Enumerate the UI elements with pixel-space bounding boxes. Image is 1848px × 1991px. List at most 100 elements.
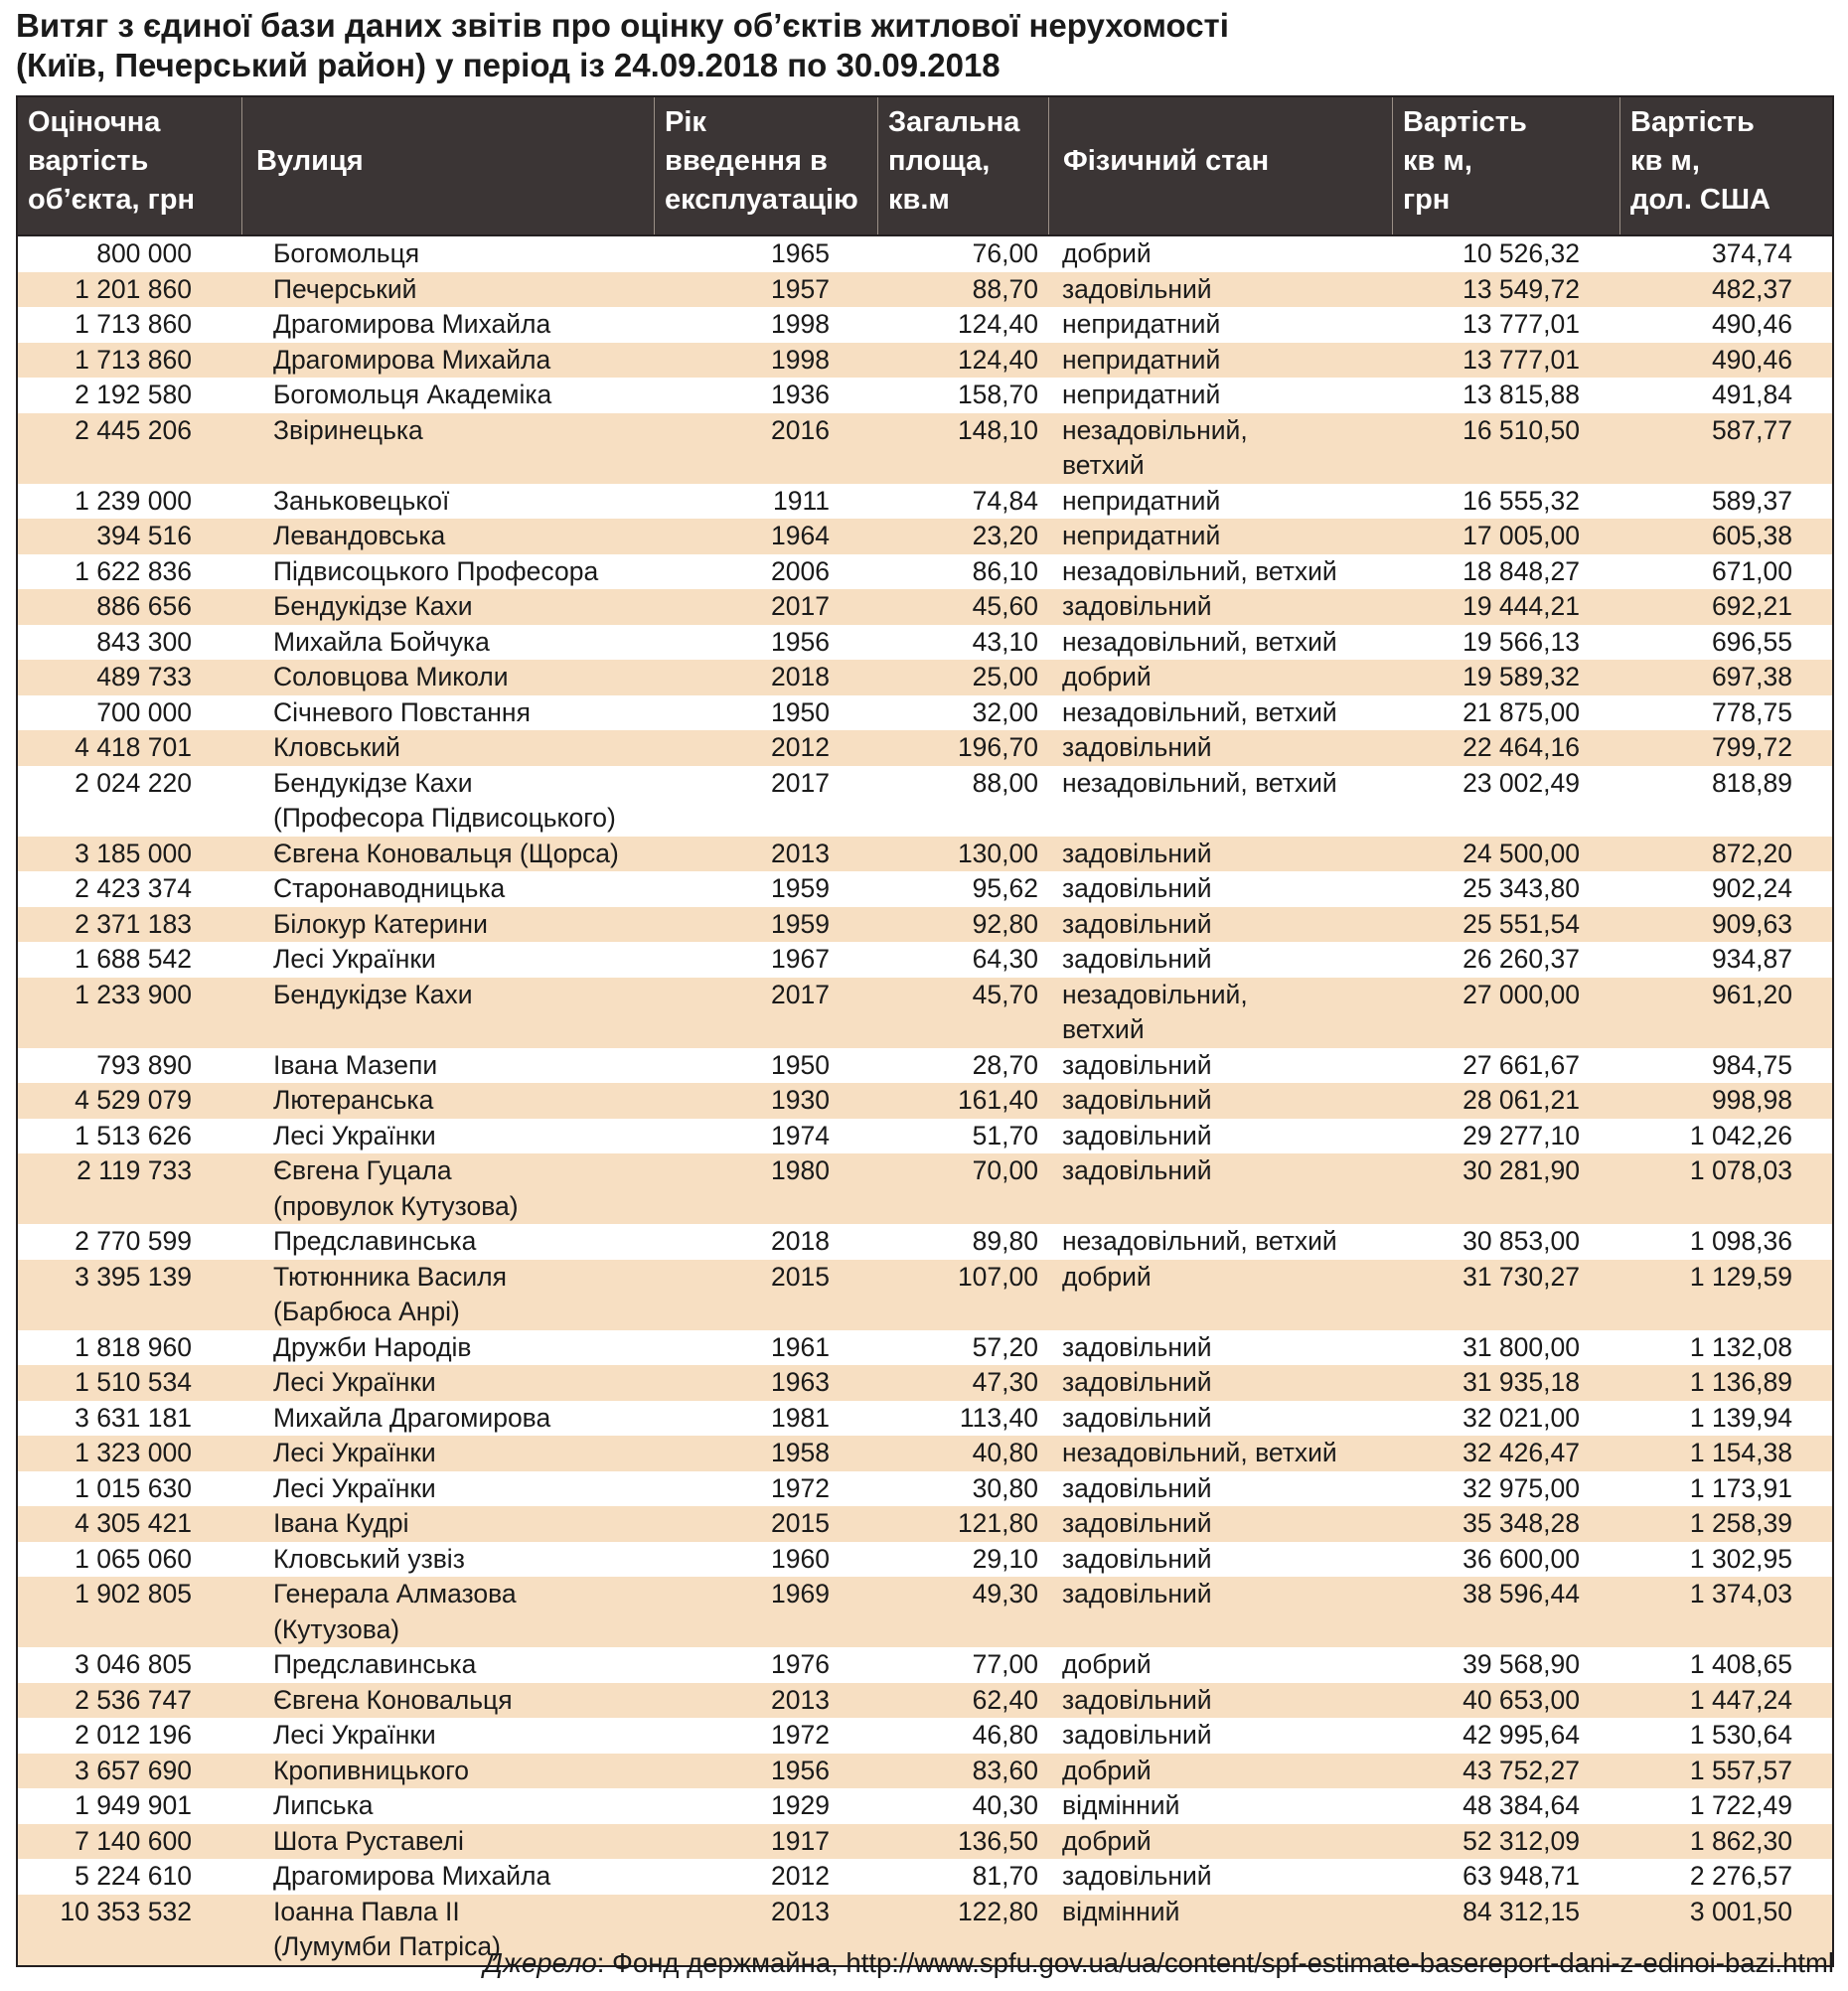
- cell-street: Дружби Народів: [241, 1330, 654, 1366]
- header-price-usd-line: кв м,: [1630, 145, 1700, 177]
- table-row: 2 119 733 Євгена Гуцала (провулок Кутузова…: [18, 1153, 1832, 1224]
- cell-condition-line: непридатний: [1062, 309, 1221, 339]
- cell-year: 1972: [771, 1720, 830, 1750]
- cell-condition: задовільний: [1048, 1471, 1392, 1507]
- cell-price-usd: 1 129,59: [1689, 1261, 1792, 1292]
- cell-condition-line: незадовільний,: [1062, 979, 1248, 1009]
- cell-street-line: Лесі Українки: [273, 1367, 436, 1397]
- cell-year: 1958: [771, 1438, 830, 1467]
- cell-condition-line: незадовільний, ветхий: [1062, 1226, 1337, 1256]
- cell-street: Бендукідзе Кахи (Професора Підвисоцького): [241, 766, 654, 837]
- cell-year: 2013: [771, 838, 830, 868]
- table-row: 1 323 000 Лесі Українки 1958 40,80 незадовіл…: [18, 1436, 1832, 1471]
- cell-condition-line: задовільний: [1062, 1402, 1212, 1433]
- cell-condition: задовільний: [1048, 1048, 1392, 1084]
- cell-condition: непридатний: [1048, 307, 1392, 343]
- cell-valuation: 1 015 630: [75, 1472, 192, 1503]
- cell-condition-line: непридатний: [1062, 380, 1221, 409]
- cell-condition: задовільний: [1048, 1330, 1392, 1366]
- cell-price-usd: 909,63: [1711, 908, 1792, 939]
- cell-condition-line: задовільний: [1062, 908, 1212, 939]
- header-street-line: Вулиця: [256, 145, 364, 177]
- cell-street: Тютюнника Василя (Барбюса Анрі): [241, 1260, 654, 1330]
- table-row: 2 024 220 Бендукідзе Кахи (Професора Підви…: [18, 765, 1832, 837]
- cell-condition: задовільний: [1048, 1119, 1392, 1154]
- cell-year: 2017: [771, 979, 830, 1009]
- cell-street: Печерський: [241, 272, 654, 308]
- table-row: 700 000 Січневого Повстання 1950 32,00 незад…: [18, 694, 1832, 730]
- cell-street-line: Предславинська: [273, 1226, 477, 1256]
- table-row: 5 224 610 Драгомирова Михайла 2012 81,70 зад…: [18, 1859, 1832, 1895]
- cell-year: 1959: [771, 908, 830, 939]
- cell-condition-line: добрий: [1062, 662, 1152, 691]
- cell-price-usd: 671,00: [1711, 555, 1792, 586]
- cell-condition: задовільний: [1048, 1401, 1392, 1437]
- cell-condition-line: задовільний: [1062, 1155, 1212, 1185]
- cell-street-line: Євгена Коновальця (Щорса): [273, 838, 619, 868]
- cell-year: 2018: [771, 662, 830, 691]
- title-line-2: (Київ, Печерський район) у період із 24.…: [16, 47, 1001, 83]
- cell-price-uah: 36 600,00: [1463, 1543, 1580, 1574]
- cell-street: Драгомирова Михайла: [241, 1859, 654, 1895]
- cell-valuation: 1 818 960: [75, 1331, 192, 1362]
- cell-street: Звіринецька: [241, 413, 654, 484]
- cell-price-usd: 1 173,91: [1689, 1472, 1792, 1503]
- cell-price-usd: 696,55: [1711, 626, 1792, 657]
- cell-area: 29,10: [972, 1543, 1038, 1574]
- cell-price-uah: 42 995,64: [1463, 1720, 1580, 1750]
- cell-price-uah: 52 312,09: [1463, 1825, 1580, 1856]
- cell-condition-line: добрий: [1062, 1825, 1152, 1856]
- cell-price-uah: 26 260,37: [1463, 944, 1580, 974]
- cell-street: Бендукідзе Кахи: [241, 978, 654, 1048]
- cell-year: 1976: [771, 1649, 830, 1679]
- header-price-usd: Вартість кв м, дол. США: [1619, 97, 1832, 234]
- cell-street-line: Печерський: [273, 273, 417, 304]
- cell-street-line: Звіринецька: [273, 414, 423, 445]
- header-year-line: введення в: [665, 145, 828, 177]
- cell-year: 1957: [771, 273, 830, 304]
- cell-price-usd: 1 136,89: [1689, 1367, 1792, 1397]
- cell-price-uah: 24 500,00: [1463, 838, 1580, 868]
- table-row: 2 445 206 Звіринецька 2016 148,10 незадовіль…: [18, 412, 1832, 484]
- cell-price-uah: 29 277,10: [1463, 1120, 1580, 1150]
- cell-valuation: 4 529 079: [75, 1085, 192, 1115]
- cell-street: Лесі Українки: [241, 1718, 654, 1754]
- cell-price-usd: 605,38: [1711, 521, 1792, 550]
- cell-street-line: Левандовська: [273, 521, 446, 550]
- cell-condition: незадовільний, ветхий: [1048, 625, 1392, 661]
- cell-street: Шота Руставелі: [241, 1824, 654, 1860]
- cell-area: 51,70: [972, 1120, 1038, 1150]
- cell-condition-line: задовільний: [1062, 1579, 1212, 1608]
- cell-condition: задовільний: [1048, 1718, 1392, 1754]
- cell-valuation: 1 510 534: [75, 1367, 192, 1397]
- cell-valuation: 1 949 901: [75, 1790, 192, 1820]
- cell-price-usd: 1 302,95: [1689, 1543, 1792, 1574]
- table-row: 1 688 542 Лесі Українки 1967 64,30 задовільн…: [18, 942, 1832, 978]
- cell-year: 1911: [773, 485, 830, 516]
- cell-price-usd: 1 078,03: [1689, 1155, 1792, 1185]
- cell-street: Івана Мазепи: [241, 1048, 654, 1084]
- cell-valuation: 1 713 860: [75, 309, 192, 339]
- cell-street-line: Драгомирова Михайла: [273, 1861, 551, 1891]
- cell-condition: незадовільний, ветхий: [1048, 766, 1392, 837]
- cell-valuation: 2 371 183: [75, 908, 192, 939]
- cell-area: 30,80: [972, 1472, 1038, 1503]
- cell-valuation: 3 185 000: [75, 838, 192, 868]
- cell-street: Лесі Українки: [241, 1471, 654, 1507]
- cell-condition: незадовільний, ветхий: [1048, 1224, 1392, 1260]
- cell-price-usd: 1 722,49: [1689, 1790, 1792, 1820]
- cell-street: Лесі Українки: [241, 942, 654, 978]
- header-price-usd-line: Вартість: [1630, 106, 1755, 138]
- cell-condition: відмінний: [1048, 1788, 1392, 1824]
- cell-valuation: 2 012 196: [75, 1720, 192, 1750]
- cell-valuation: 3 046 805: [75, 1649, 192, 1679]
- cell-year: 2012: [771, 732, 830, 762]
- header-price-uah: Вартість кв м, грн: [1392, 97, 1619, 234]
- cell-street: Івана Кудрі: [241, 1506, 654, 1542]
- table-header: Оціночна вартість об’єкта, грн Вулиця Рік вве…: [18, 97, 1832, 236]
- cell-condition-line: задовільний: [1062, 1720, 1212, 1750]
- cell-price-usd: 1 139,94: [1689, 1402, 1792, 1433]
- cell-price-usd: 1 408,65: [1689, 1649, 1792, 1679]
- cell-street: Підвисоцького Професора: [241, 554, 654, 590]
- cell-street-line: (Професора Підвисоцького): [273, 803, 616, 833]
